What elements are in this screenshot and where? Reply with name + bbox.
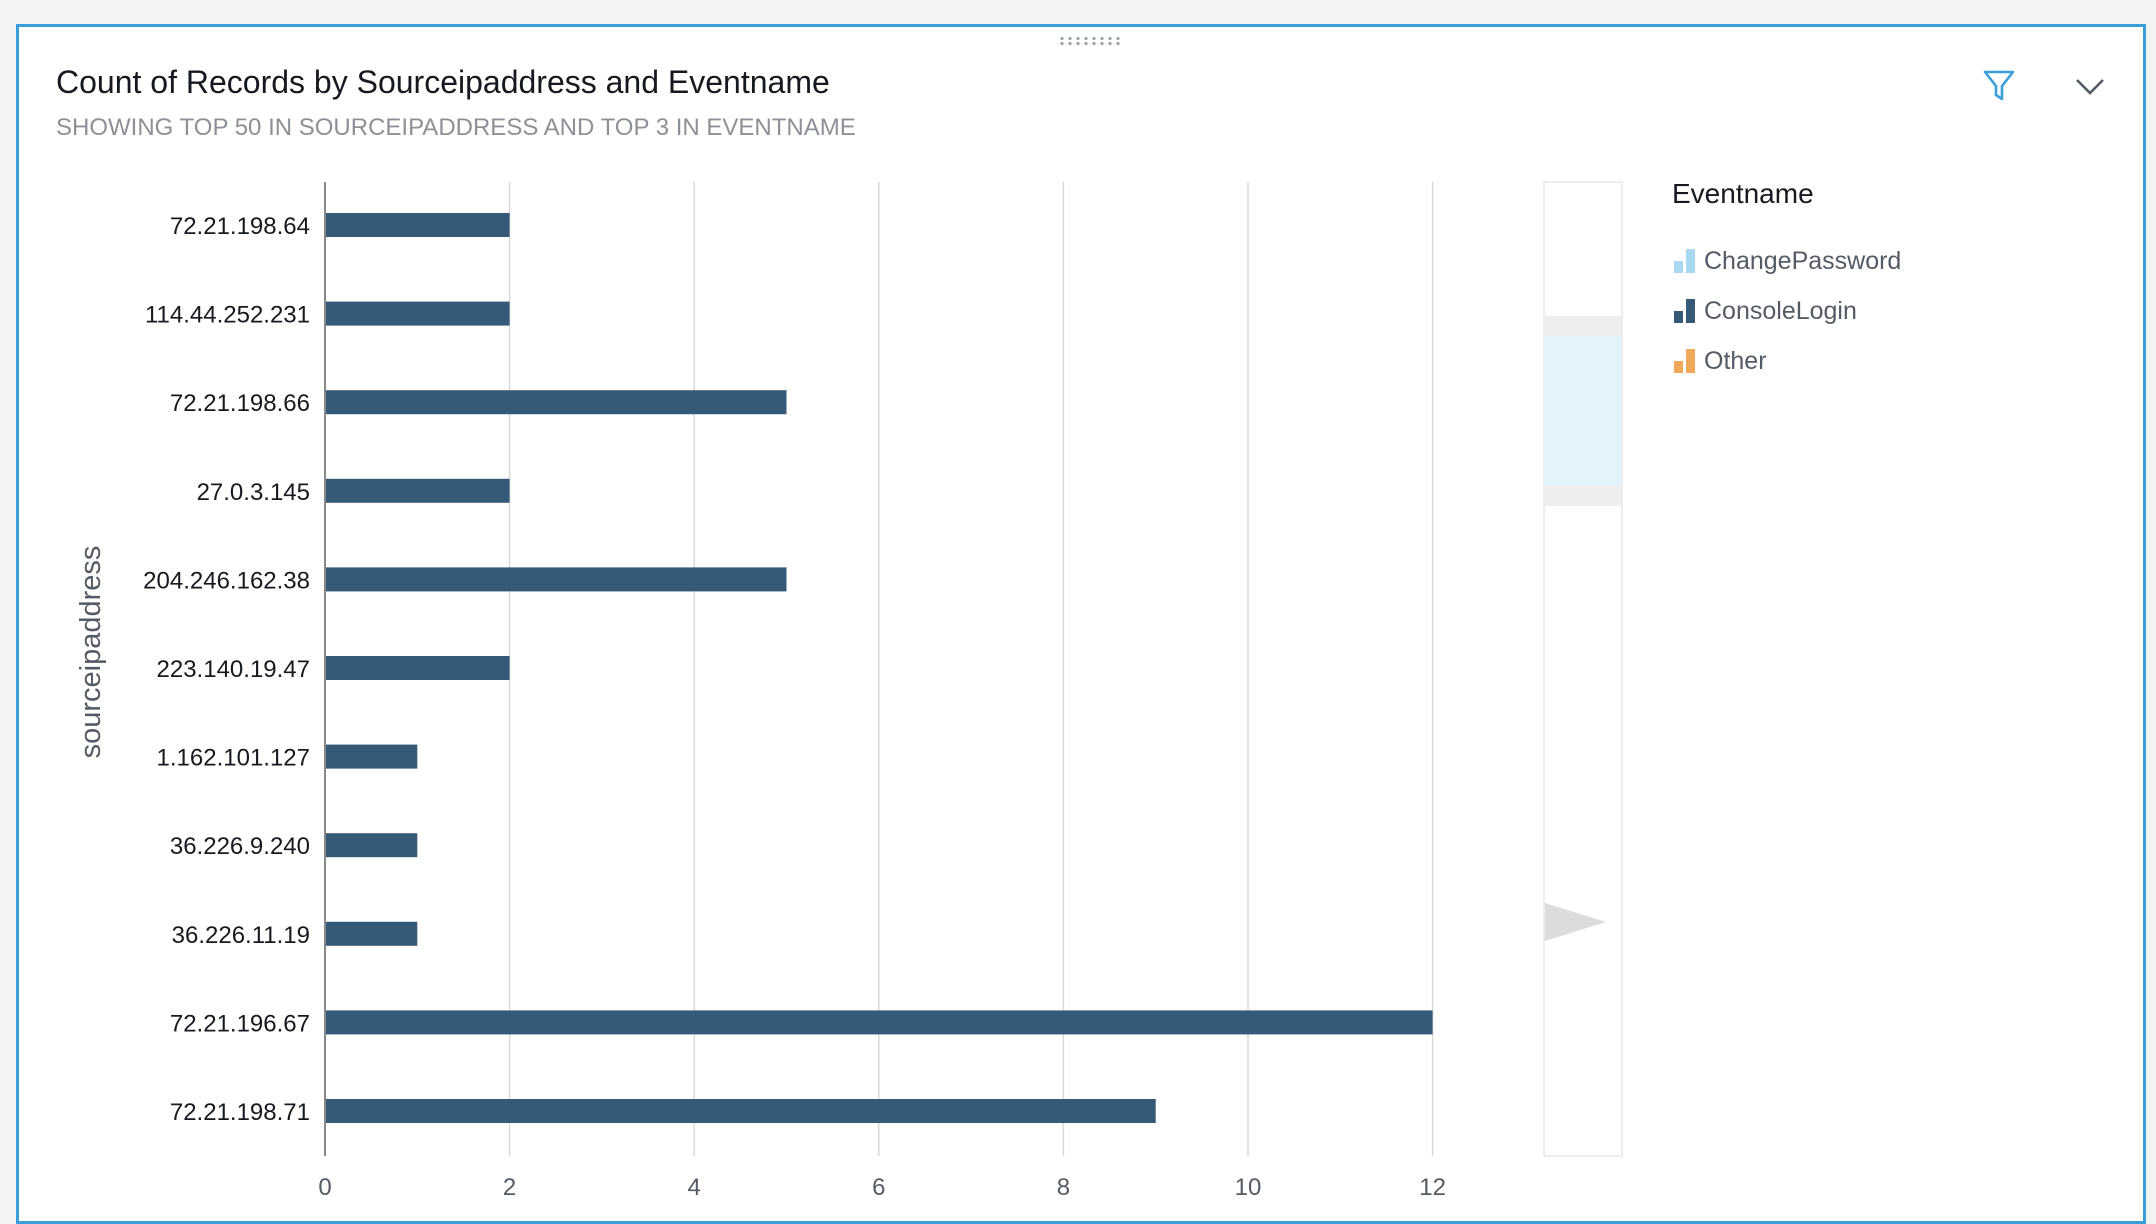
- x-tick-label: 10: [1235, 1174, 1262, 1201]
- y-tick-label: 72.21.196.67: [170, 1010, 310, 1037]
- legend-label: Other: [1704, 346, 1767, 375]
- y-tick-label: 223.140.19.47: [157, 656, 310, 683]
- drag-handle[interactable]: [1058, 36, 1122, 46]
- scrollbar-top-handle[interactable]: [1544, 316, 1622, 336]
- swatch-bar-short: [1674, 361, 1683, 373]
- y-tick-label: 27.0.3.145: [197, 479, 310, 506]
- x-tick-label: 4: [688, 1174, 701, 1201]
- legend-item-other[interactable]: Other: [1672, 336, 1901, 386]
- bar-chart-icon: [1672, 297, 1700, 325]
- legend-item-changepassword[interactable]: ChangePassword: [1672, 236, 1901, 286]
- bar[interactable]: [326, 656, 510, 680]
- chart-title: Count of Records by Sourceipaddress and …: [56, 64, 830, 100]
- scroll-marker-triangle: [1545, 903, 1606, 941]
- swatch-bar-tall: [1686, 299, 1695, 323]
- legend-label: ChangePassword: [1704, 246, 1902, 275]
- bar[interactable]: [326, 833, 418, 858]
- x-tick-label: 6: [872, 1174, 885, 1201]
- y-axis-title: sourceipaddress: [75, 546, 107, 759]
- chart-scrollbar[interactable]: [1543, 181, 1623, 1157]
- y-tick-label: 114.44.252.231: [145, 302, 310, 329]
- x-tick-label: 8: [1057, 1174, 1070, 1201]
- legend-title: Eventname: [1672, 178, 1814, 209]
- chart-subtitle: SHOWING TOP 50 IN SOURCEIPADDRESS AND TO…: [56, 114, 856, 141]
- swatch-bar-short: [1674, 261, 1683, 273]
- bar-chart-icon: [1672, 247, 1700, 275]
- bar[interactable]: [326, 390, 787, 415]
- y-tick-label: 72.21.198.64: [170, 213, 310, 240]
- scrollbar-thumb[interactable]: [1544, 336, 1622, 486]
- x-tick-label: 2: [503, 1174, 516, 1201]
- bar-chart-icon: [1672, 347, 1700, 375]
- y-tick-label: 72.21.198.66: [170, 390, 310, 417]
- x-tick-label: 12: [1419, 1174, 1446, 1201]
- legend: Eventname ChangePassword ConsoleLogin Ot…: [1672, 178, 1901, 386]
- bar[interactable]: [326, 213, 510, 237]
- bar[interactable]: [326, 1099, 1156, 1123]
- y-tick-label: 204.246.162.38: [143, 567, 310, 594]
- chevron-down-icon[interactable]: [2074, 74, 2106, 98]
- legend-item-consolelogin[interactable]: ConsoleLogin: [1672, 286, 1901, 336]
- swatch-bar-short: [1674, 311, 1683, 323]
- legend-label: ConsoleLogin: [1704, 296, 1857, 325]
- scrollbar-bottom-handle[interactable]: [1544, 486, 1622, 506]
- x-tick-label: 0: [318, 1174, 331, 1201]
- y-tick-label: 36.226.9.240: [170, 833, 310, 860]
- y-tick-label: 36.226.11.19: [172, 922, 310, 949]
- swatch-bar-tall: [1686, 249, 1695, 273]
- y-tick-label: 72.21.198.71: [170, 1099, 310, 1126]
- bar[interactable]: [326, 921, 418, 946]
- y-tick-label: 1.162.101.127: [157, 745, 310, 772]
- filter-icon[interactable]: [1982, 68, 2016, 104]
- bar[interactable]: [326, 744, 418, 769]
- swatch-bar-tall: [1686, 349, 1695, 373]
- bar[interactable]: [326, 478, 510, 503]
- bar[interactable]: [326, 567, 787, 592]
- bar[interactable]: [326, 1010, 1433, 1035]
- bar[interactable]: [326, 301, 510, 326]
